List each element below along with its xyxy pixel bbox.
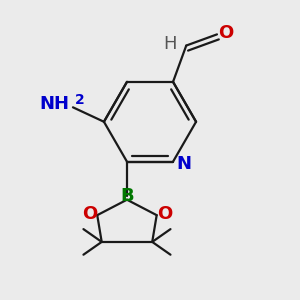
- Text: N: N: [176, 155, 191, 173]
- Text: O: O: [82, 205, 97, 223]
- Text: 2: 2: [75, 93, 85, 107]
- Text: NH: NH: [39, 95, 69, 113]
- Text: O: O: [218, 24, 233, 42]
- Text: H: H: [163, 35, 177, 53]
- Text: O: O: [157, 205, 172, 223]
- Text: B: B: [120, 187, 134, 205]
